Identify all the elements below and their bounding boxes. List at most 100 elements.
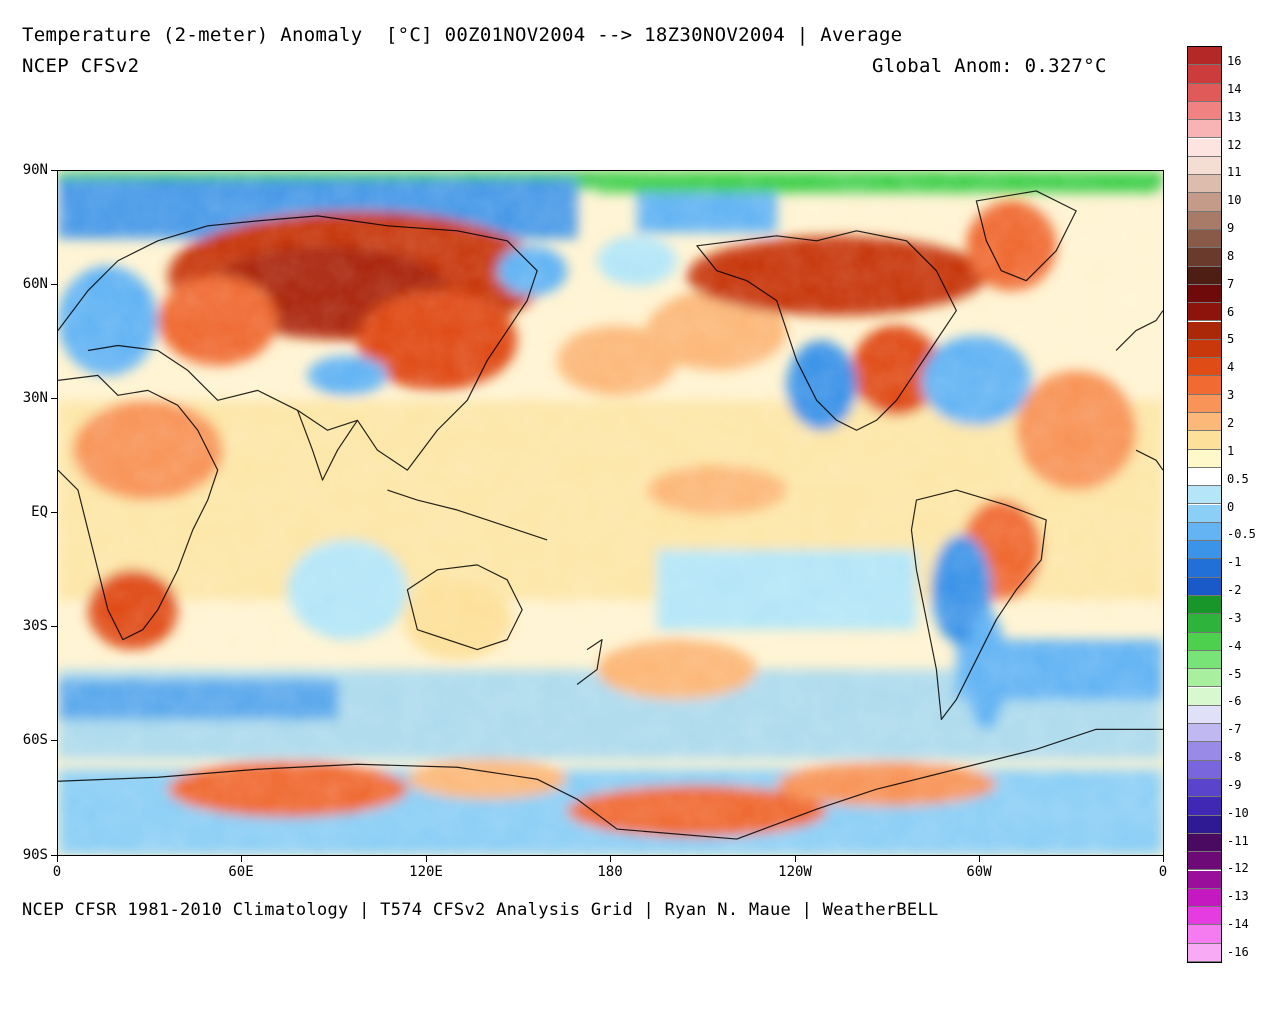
colorbar-swatch [1188, 925, 1221, 944]
colorbar-label: 16 [1227, 54, 1242, 68]
y-tick [51, 284, 57, 285]
colorbar-label: 14 [1227, 81, 1242, 96]
colorbar-label: 6 [1227, 304, 1235, 319]
colorbar-swatch [1188, 614, 1221, 633]
colorbar-label: 9 [1227, 221, 1235, 236]
colorbar-swatch [1188, 303, 1221, 322]
colorbar-label: 13 [1227, 109, 1242, 124]
lon-label-0: 0 [52, 864, 62, 880]
y-tick [51, 398, 57, 399]
colorbar-swatch [1188, 248, 1221, 267]
colorbar-swatch [1188, 943, 1221, 962]
colorbar-swatch [1188, 467, 1221, 487]
colorbar-swatch [1188, 504, 1221, 523]
x-tick [57, 856, 58, 862]
colorbar-swatch [1188, 449, 1221, 468]
colorbar-label: -13 [1227, 889, 1249, 904]
colorbar-label: -7 [1227, 722, 1242, 737]
colorbar-swatch [1188, 632, 1221, 651]
lon-label-0-right: 0 [1158, 864, 1168, 880]
colorbar-swatch [1188, 339, 1221, 359]
y-tick [51, 170, 57, 171]
colorbar-swatch [1188, 138, 1221, 157]
colorbar-swatch [1188, 815, 1221, 834]
colorbar-swatch [1188, 522, 1221, 542]
y-tick [51, 740, 57, 741]
lon-label-120w: 120W [778, 864, 812, 880]
colorbar-label: -0.5 [1227, 527, 1256, 542]
colorbar-swatch [1188, 413, 1221, 432]
colorbar-label: -12 [1227, 861, 1249, 876]
colorbar-swatch [1188, 907, 1221, 926]
colorbar-swatch [1188, 779, 1221, 798]
colorbar-label: -4 [1227, 638, 1242, 653]
colorbar-swatch [1188, 559, 1221, 578]
x-tick [1163, 856, 1164, 862]
colorbar-label: 5 [1227, 332, 1235, 347]
colorbar-label: 2 [1227, 415, 1235, 430]
x-tick [979, 856, 980, 862]
colorbar-swatch [1188, 687, 1221, 706]
x-tick [426, 856, 427, 862]
colorbar-swatch [1188, 852, 1221, 871]
colorbar-swatch [1188, 742, 1221, 761]
colorbar-swatch [1188, 211, 1221, 230]
colorbar-swatch [1188, 541, 1221, 560]
colorbar-swatch [1188, 705, 1221, 725]
colorbar-label: 0 [1227, 499, 1235, 514]
colorbar-label: -9 [1227, 777, 1242, 792]
map-title: Temperature (2-meter) Anomaly [°C] 00Z01… [22, 24, 903, 46]
y-tick [51, 512, 57, 513]
colorbar-swatch [1188, 65, 1221, 84]
colorbar-label: -8 [1227, 750, 1242, 765]
y-tick [51, 626, 57, 627]
colorbar-swatch [1188, 230, 1221, 249]
colorbar-label: -2 [1227, 583, 1242, 598]
anomaly-map [57, 170, 1164, 856]
colorbar [1187, 46, 1222, 963]
colorbar-label: -6 [1227, 694, 1242, 709]
colorbar-label: 12 [1227, 137, 1242, 152]
colorbar-swatch [1188, 284, 1221, 304]
colorbar-swatch [1188, 175, 1221, 194]
lon-label-60w: 60W [966, 864, 992, 880]
colorbar-swatch [1188, 101, 1221, 121]
colorbar-label: 4 [1227, 360, 1235, 375]
anomaly-field [58, 171, 1163, 855]
lon-label-180: 180 [597, 864, 623, 880]
colorbar-swatch [1188, 193, 1221, 212]
colorbar-swatch [1188, 431, 1221, 450]
colorbar-label: -5 [1227, 666, 1242, 681]
colorbar-label: -11 [1227, 833, 1249, 848]
colorbar-swatch [1188, 47, 1221, 66]
colorbar-swatch [1188, 486, 1221, 505]
colorbar-swatch [1188, 266, 1221, 285]
colorbar-swatch [1188, 833, 1221, 853]
lat-label-60s: 60S [22, 732, 48, 748]
colorbar-swatch [1188, 888, 1221, 908]
lat-label-60n: 60N [22, 276, 48, 292]
colorbar-label: 7 [1227, 276, 1235, 291]
colorbar-label: 8 [1227, 248, 1235, 263]
colorbar-swatch [1188, 394, 1221, 413]
colorbar-swatch [1188, 83, 1221, 102]
lon-label-60e: 60E [228, 864, 254, 880]
colorbar-swatch [1188, 650, 1221, 670]
colorbar-swatch [1188, 120, 1221, 139]
colorbar-swatch [1188, 577, 1221, 596]
lat-label-90s: 90S [22, 847, 48, 863]
lat-label-90n: 90N [22, 162, 48, 178]
x-tick [610, 856, 611, 862]
colorbar-swatch [1188, 376, 1221, 395]
lat-label-30n: 30N [22, 390, 48, 406]
y-tick [51, 855, 57, 856]
colorbar-swatch [1188, 870, 1221, 889]
credits-footer: NCEP CFSR 1981-2010 Climatology | T574 C… [22, 900, 939, 920]
colorbar-swatch [1188, 797, 1221, 816]
colorbar-label: 11 [1227, 165, 1242, 180]
colorbar-swatch [1188, 669, 1221, 688]
colorbar-label: 10 [1227, 193, 1242, 208]
colorbar-swatch [1188, 358, 1221, 377]
colorbar-label: 3 [1227, 388, 1235, 403]
colorbar-swatch [1188, 156, 1221, 176]
